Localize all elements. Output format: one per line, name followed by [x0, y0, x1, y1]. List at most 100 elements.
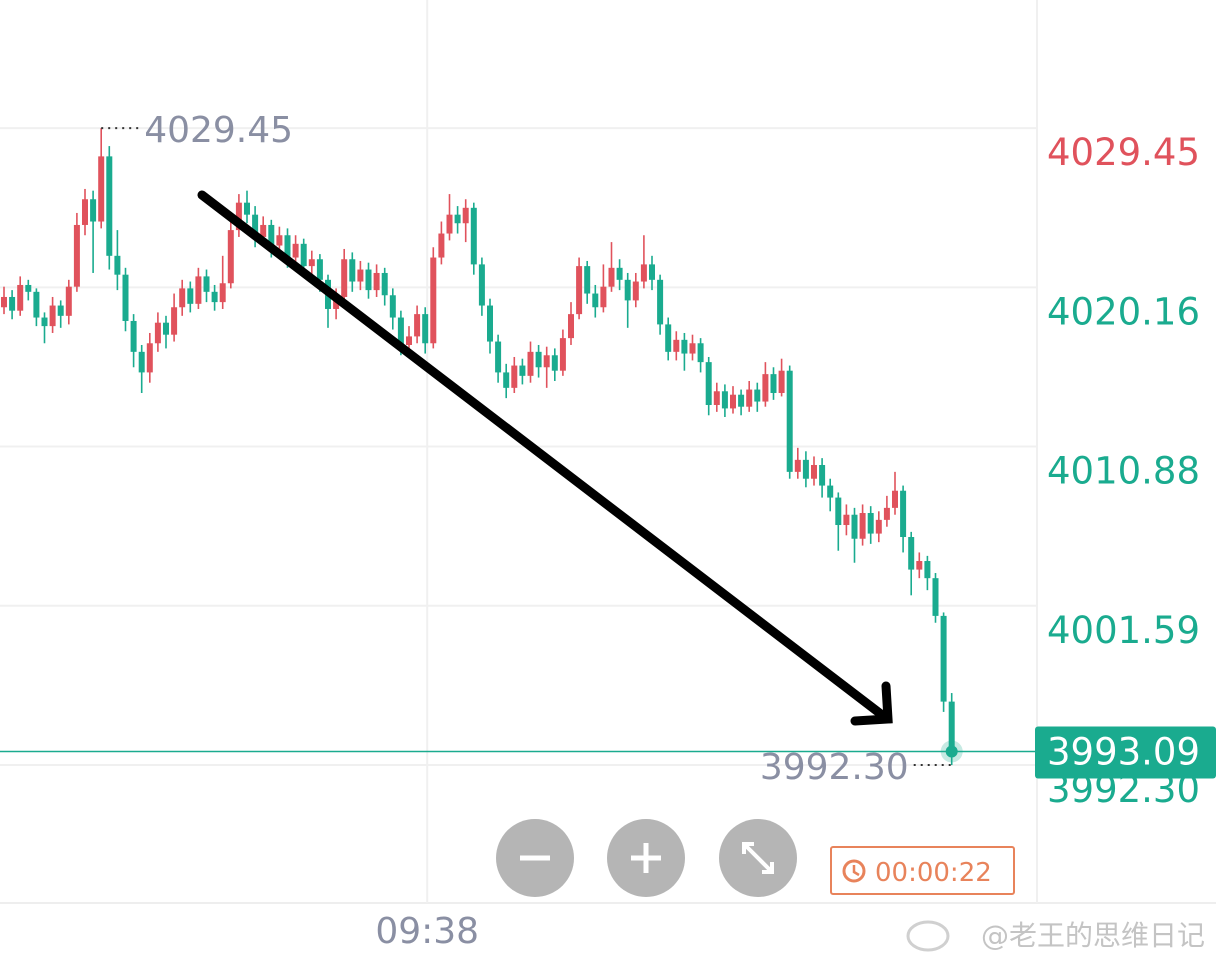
candle-body: [98, 156, 105, 222]
candle-body: [883, 507, 890, 520]
candle-body: [948, 701, 955, 752]
candle-body: [681, 339, 688, 354]
candle-body: [584, 266, 591, 294]
candle-body: [932, 578, 939, 616]
candle-body: [640, 264, 647, 282]
candle-body: [41, 317, 48, 327]
candle-body: [114, 255, 121, 275]
candle-body: [292, 243, 299, 258]
zoom-in-button[interactable]: [607, 819, 685, 897]
watermark-icon: [906, 920, 950, 952]
last-price-dot: [945, 745, 958, 758]
last-price-box: [1035, 726, 1216, 779]
candle-body: [341, 259, 348, 297]
candle-body: [381, 272, 388, 296]
candle-body: [924, 561, 931, 579]
watermark: @老王的思维日记: [981, 919, 1205, 952]
candle-body: [697, 343, 704, 363]
candle-body: [705, 362, 712, 405]
candle-body: [689, 343, 696, 354]
candle-body: [33, 291, 40, 318]
candle-body: [406, 336, 412, 345]
candle-body: [487, 305, 493, 342]
candle-body: [65, 286, 72, 316]
candle-body: [657, 279, 664, 325]
candle-body: [762, 374, 769, 402]
candle-body: [276, 235, 283, 246]
candle-body: [25, 284, 32, 292]
candle-body: [244, 202, 250, 215]
zoom-out-button[interactable]: [496, 819, 574, 897]
candle-body: [454, 214, 461, 224]
candle-body: [754, 389, 761, 402]
candle-body: [503, 372, 510, 388]
candle-body: [632, 281, 639, 301]
candle-body: [713, 391, 720, 405]
candle-body: [843, 514, 850, 526]
candle-body: [851, 514, 858, 539]
candle-body: [559, 338, 566, 371]
candle-body: [770, 374, 777, 393]
candle-body: [187, 288, 194, 304]
candle-body: [819, 465, 826, 486]
candle-body: [446, 214, 453, 234]
fullscreen-button[interactable]: [719, 819, 797, 897]
candle-body: [195, 276, 202, 304]
candle-body: [859, 513, 866, 539]
candle-body: [316, 259, 323, 280]
candle-body: [430, 257, 437, 344]
candle-body: [414, 314, 421, 337]
candle-body: [438, 233, 445, 258]
candle-body: [211, 291, 218, 303]
candle-body: [179, 288, 186, 308]
candle-body: [616, 267, 623, 280]
candle-body: [470, 207, 477, 265]
y-tick-label: 4010.88: [1047, 449, 1200, 492]
candle-body: [673, 339, 680, 352]
candle-body: [778, 370, 785, 393]
timer: 00:00:22: [875, 858, 992, 888]
candle-body: [827, 485, 834, 498]
candle-body: [535, 351, 542, 368]
candle-body: [730, 394, 736, 409]
candle-body: [235, 202, 242, 231]
candle-body: [802, 459, 809, 479]
candle-body: [397, 317, 404, 345]
candle-body: [527, 351, 534, 376]
candle-body: [373, 272, 380, 291]
candle-body: [1, 296, 7, 308]
candle-body: [49, 305, 56, 327]
candle-body: [875, 519, 882, 534]
y-tick-label: 4020.16: [1047, 290, 1200, 333]
candle-body: [203, 276, 210, 292]
candle-body: [82, 199, 88, 225]
y-tick-label: 4001.59: [1047, 609, 1200, 652]
candle-body: [649, 264, 655, 280]
candle-body: [219, 283, 226, 303]
candle-body: [138, 351, 145, 373]
candle-body: [146, 343, 153, 373]
trend-arrow: [197, 190, 893, 726]
candle-body: [478, 264, 485, 306]
candle-body: [786, 370, 793, 472]
candle-body: [811, 465, 817, 479]
candle-body: [608, 267, 615, 287]
candle-body: [154, 322, 161, 344]
candle-body: [227, 230, 234, 284]
candle-body: [794, 459, 801, 472]
last-price-label: 3993.09: [1047, 731, 1200, 774]
candle-body: [519, 365, 526, 376]
candle-body: [90, 199, 97, 222]
candle-body: [260, 224, 267, 237]
timer-box: [830, 846, 1015, 895]
candle-body: [543, 355, 550, 368]
candle-body: [284, 235, 291, 258]
candle-body: [721, 391, 728, 409]
candle-body: [576, 266, 583, 315]
candle-body: [389, 295, 396, 318]
candle-body: [17, 284, 24, 311]
candle-body: [568, 314, 574, 339]
candle-body: [268, 224, 275, 246]
